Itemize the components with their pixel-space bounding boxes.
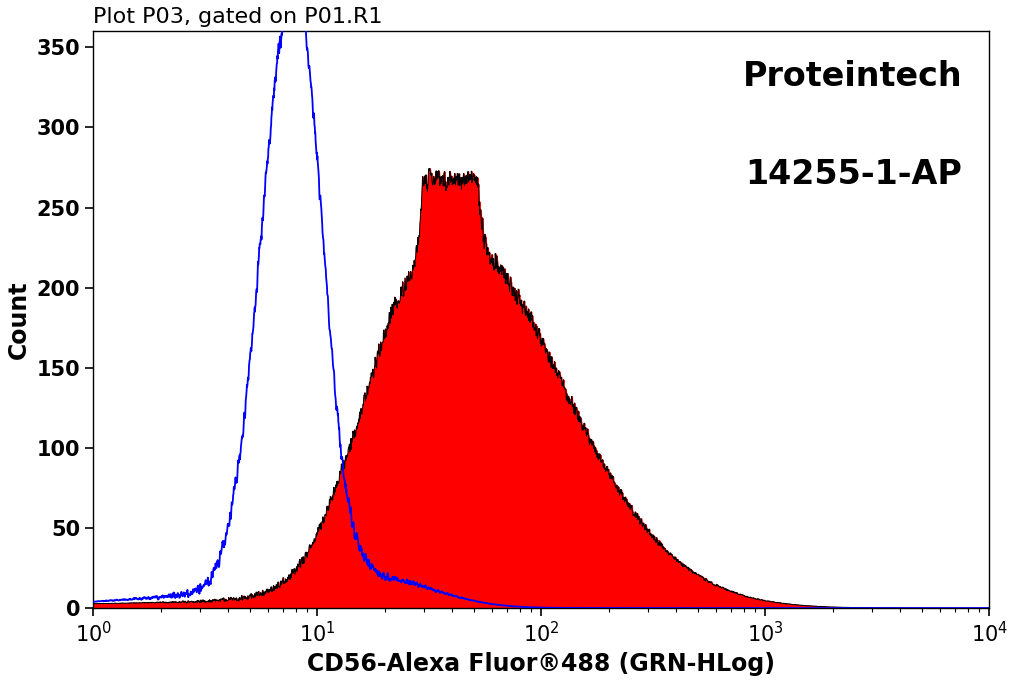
Text: 14255-1-AP: 14255-1-AP (746, 158, 962, 191)
Text: Plot P03, gated on P01.R1: Plot P03, gated on P01.R1 (93, 7, 383, 27)
Y-axis label: Count: Count (7, 281, 30, 359)
Text: Proteintech: Proteintech (743, 60, 962, 93)
X-axis label: CD56-Alexa Fluor®488 (GRN-HLog): CD56-Alexa Fluor®488 (GRN-HLog) (308, 652, 775, 676)
